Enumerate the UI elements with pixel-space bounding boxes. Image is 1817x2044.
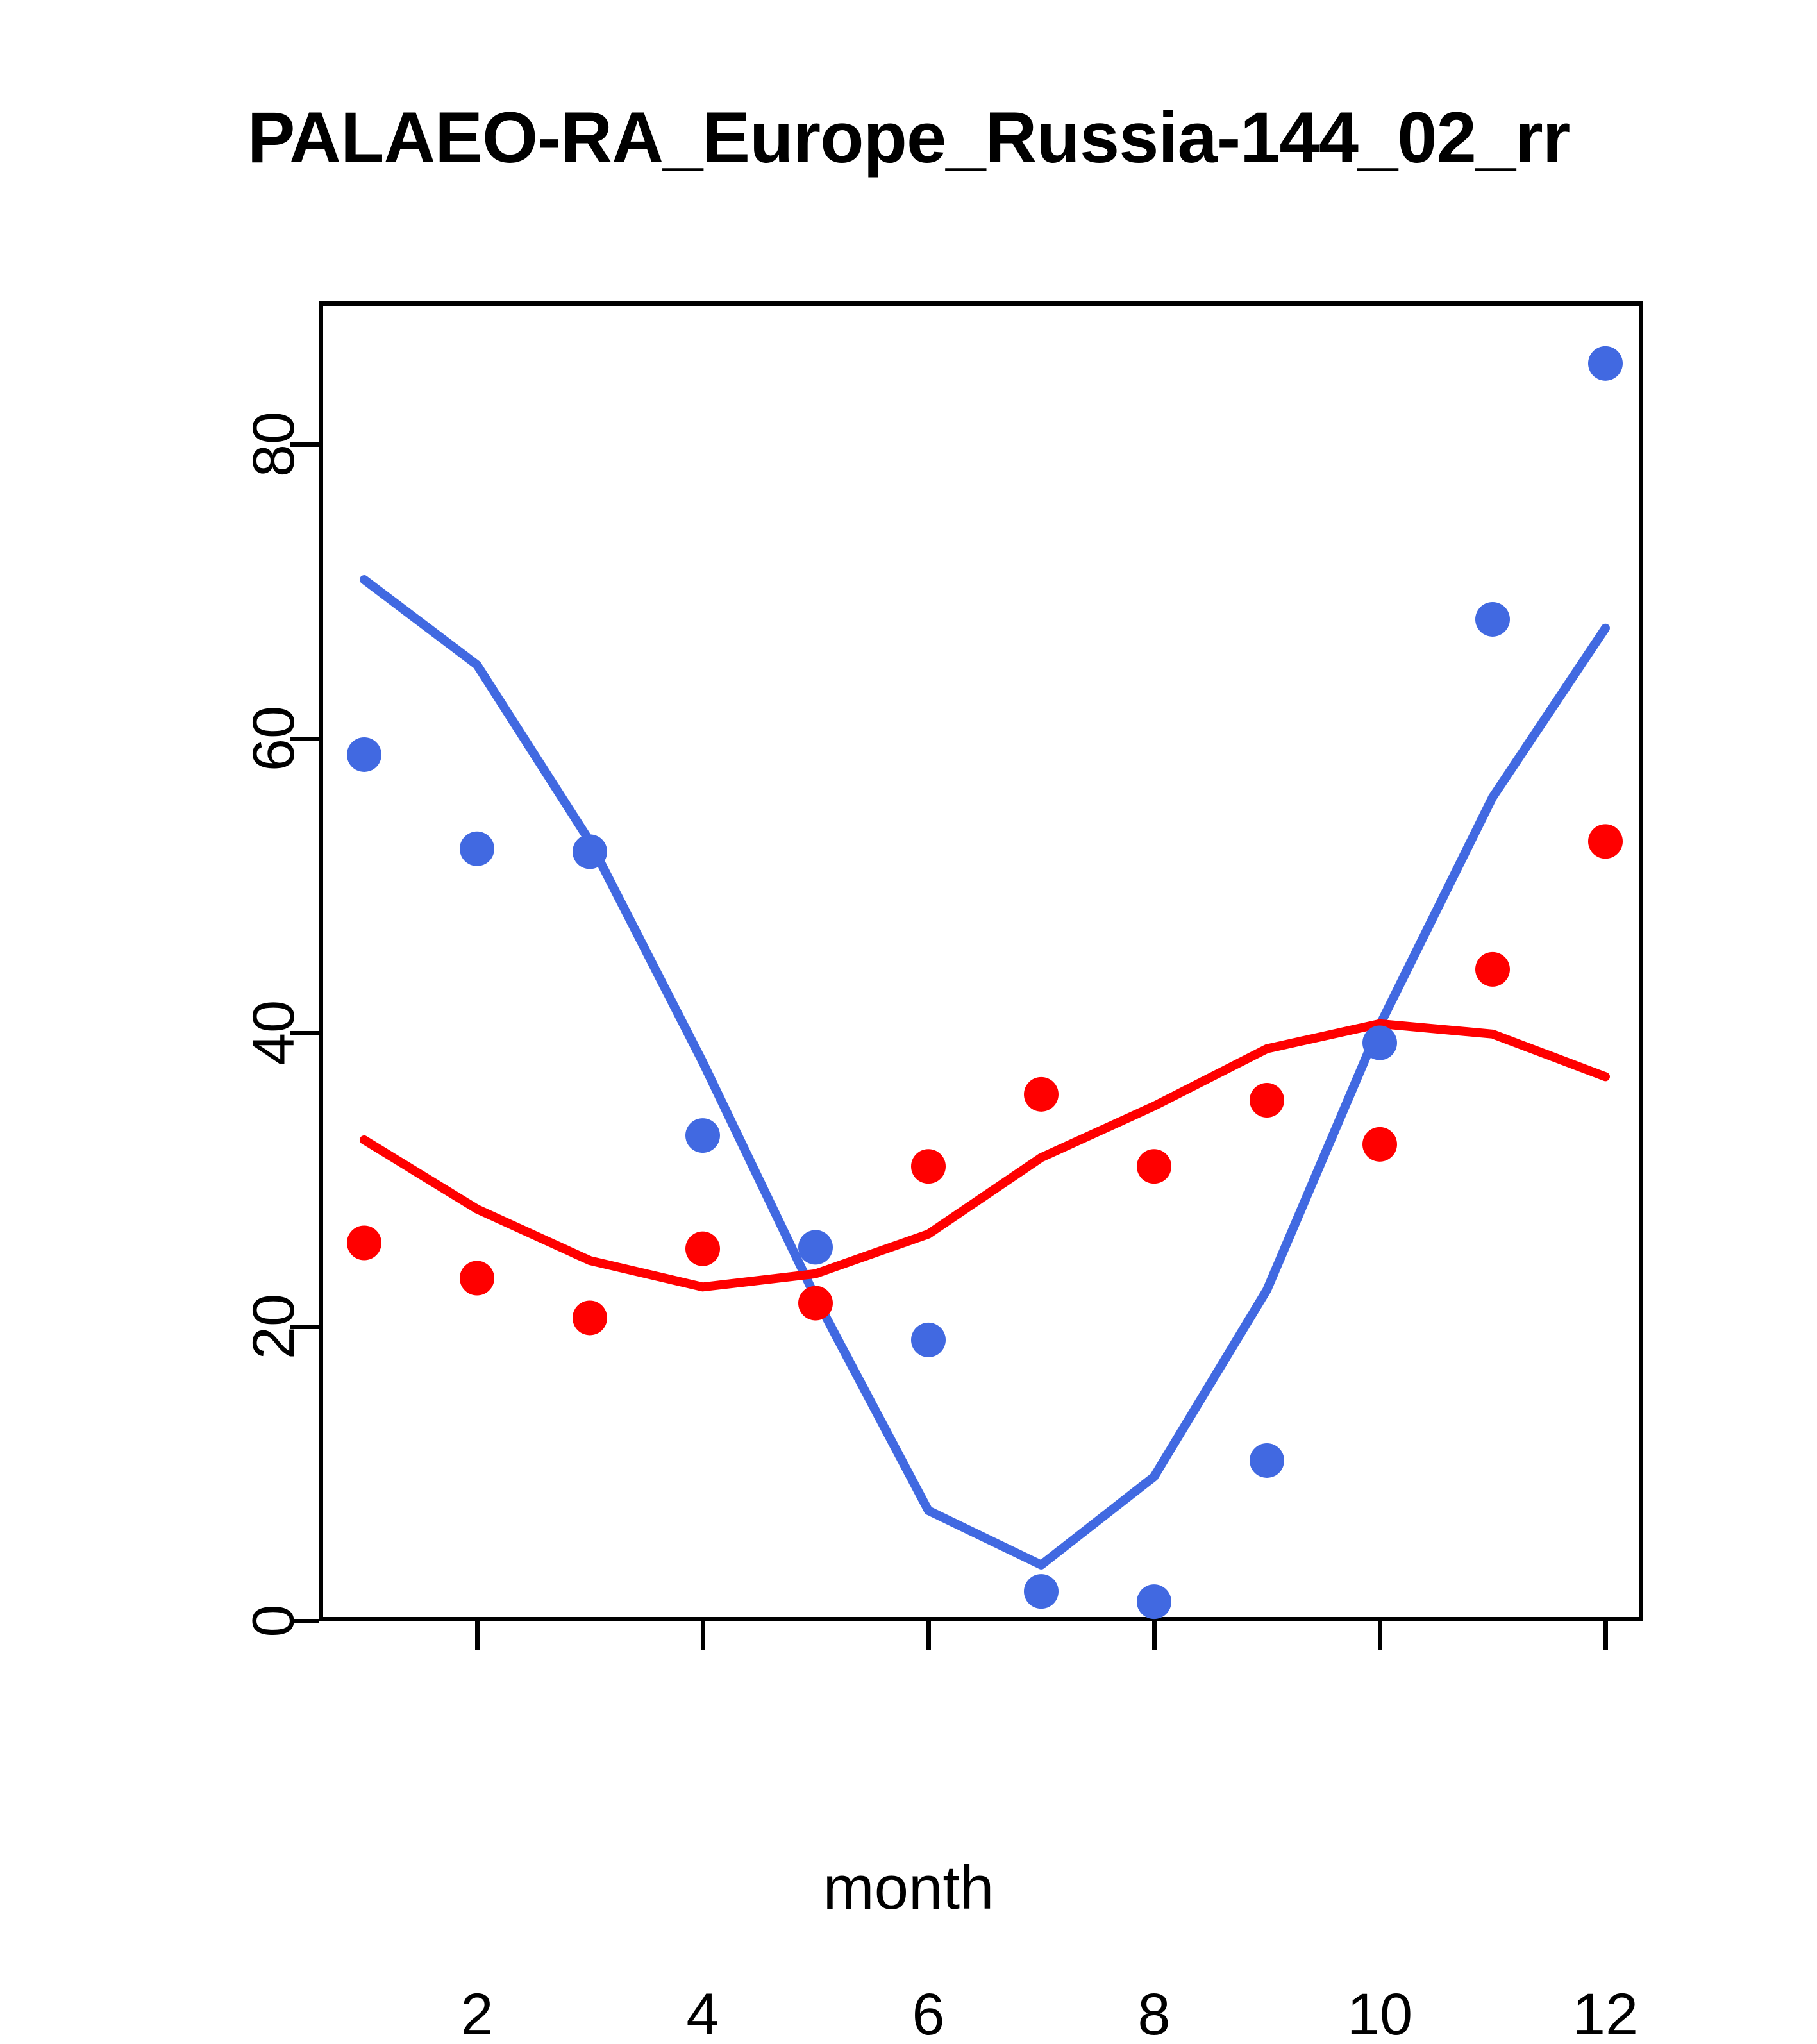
x-tick <box>701 1621 705 1650</box>
y-tick-label: 0 <box>240 1604 306 1638</box>
data-point <box>347 737 381 772</box>
data-point <box>798 1230 833 1265</box>
data-point <box>1137 1584 1171 1620</box>
data-point <box>1588 824 1623 859</box>
data-point <box>1024 1574 1059 1609</box>
data-point <box>573 834 607 869</box>
x-tick-label: 12 <box>1572 1982 1639 2044</box>
data-point <box>1475 601 1510 637</box>
x-tick <box>1603 1621 1608 1650</box>
y-tick <box>290 442 319 447</box>
x-tick <box>475 1621 480 1650</box>
data-point <box>1024 1076 1059 1112</box>
x-tick <box>926 1621 931 1650</box>
x-tick-label: 10 <box>1346 1982 1413 2044</box>
y-tick-label: 80 <box>240 411 306 478</box>
plot-area: 0 20 40 60 80 2 4 6 8 10 12 <box>241 301 1643 2044</box>
series-line-blue-line <box>360 575 1610 1570</box>
y-tick <box>290 1325 319 1330</box>
series-line-red-line <box>360 1019 1610 1292</box>
x-tick-label: 2 <box>460 1982 494 2044</box>
data-point <box>573 1300 607 1336</box>
y-tick <box>290 736 319 741</box>
y-tick-label: 40 <box>240 1000 306 1066</box>
data-point <box>460 831 494 866</box>
data-point <box>685 1231 720 1266</box>
y-tick <box>290 1619 319 1623</box>
x-tick-label: 6 <box>912 1982 945 2044</box>
plot-frame <box>319 301 1643 1621</box>
x-tick <box>1152 1621 1157 1650</box>
data-point <box>685 1118 720 1153</box>
data-point <box>460 1261 494 1296</box>
x-tick-label: 8 <box>1137 1982 1171 2044</box>
data-point <box>1250 1083 1284 1118</box>
data-point <box>1250 1443 1284 1478</box>
y-tick-label: 20 <box>240 1294 306 1360</box>
data-point <box>798 1286 833 1321</box>
data-point <box>1362 1127 1397 1162</box>
data-point <box>347 1225 381 1261</box>
data-point <box>911 1149 946 1184</box>
plot-canvas <box>347 346 1623 1620</box>
data-point <box>1362 1025 1397 1060</box>
page-title: PALAEO-RA_Europe_Russia-144_02_rr <box>247 97 1571 178</box>
data-point <box>1137 1149 1171 1184</box>
x-tick-label: 4 <box>686 1982 719 2044</box>
data-point <box>911 1322 946 1357</box>
y-tick-label: 60 <box>240 705 306 771</box>
y-tick <box>290 1030 319 1035</box>
x-axis-title: month <box>823 1854 994 1922</box>
data-point <box>1588 346 1623 381</box>
x-tick <box>1378 1621 1382 1650</box>
data-point <box>1475 951 1510 987</box>
